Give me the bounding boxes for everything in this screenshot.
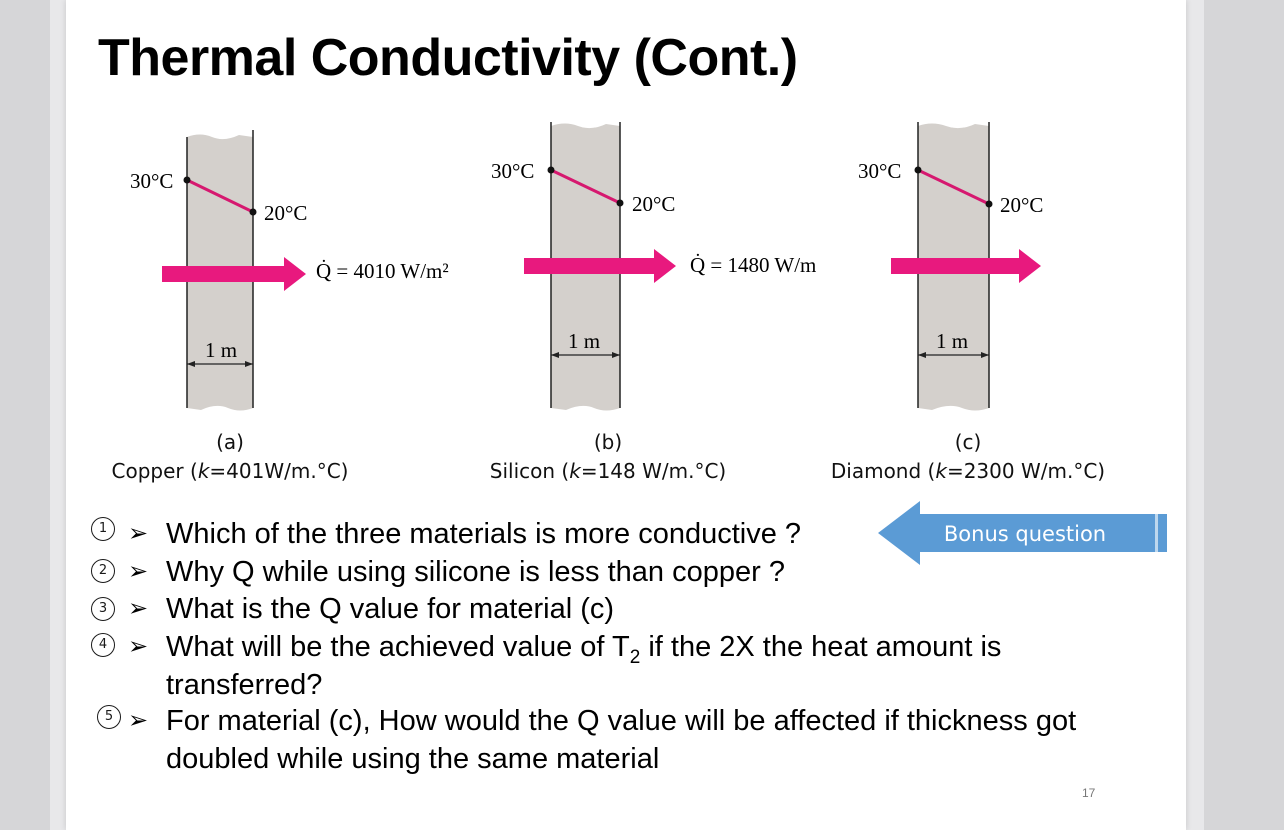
bonus-label: Bonus question — [943, 522, 1107, 546]
thickness-b: 1 m — [568, 329, 600, 353]
question-5-continued: doubled while using the same material — [166, 743, 660, 775]
slide-title: Thermal Conductivity (Cont.) — [98, 29, 798, 87]
figure-c: 30°C 20°C 1 m — [858, 122, 1043, 411]
temp-gradient-c — [917, 168, 990, 206]
k-symbol-c: k — [935, 459, 947, 483]
temp-gradient-b — [550, 168, 621, 205]
left-margin — [0, 0, 50, 830]
question-number-2: 2 — [91, 559, 115, 583]
question-4-continued: transferred? — [166, 669, 323, 701]
question-number-5: 5 — [97, 705, 121, 729]
t-cold-a: 20°C — [264, 201, 307, 225]
bullet-icon: ➢ — [128, 558, 149, 585]
heat-arrow-b — [524, 249, 676, 283]
t-cold-c: 20°C — [1000, 193, 1043, 217]
bullet-icon: ➢ — [128, 520, 149, 547]
question-1: Which of the three materials is more con… — [166, 518, 802, 550]
k-value-b: =148 W/m.°C — [580, 459, 719, 483]
caption-letter-c: (c) — [954, 430, 982, 454]
t-hot-a: 30°C — [130, 169, 173, 193]
question-2: Why Q while using silicone is less than … — [166, 556, 785, 588]
k-value-a: =401W/m.°C — [209, 459, 341, 483]
t-hot-b: 30°C — [491, 159, 534, 183]
material-b: Silicon — [489, 459, 556, 483]
caption-b: (b) Silicon (k=148 W/m.°C) — [476, 428, 740, 486]
t-cold-b: 20°C — [632, 192, 675, 216]
heat-flux-a: Q̇ = 4010 W/m² — [316, 259, 449, 283]
thickness-a: 1 m — [205, 338, 237, 362]
figure-b: 30°C 20°C Q̇ = 1480 W/m 1 m — [491, 122, 816, 411]
figure-a: 30°C 20°C Q̇ = 4010 W/m² 1 m — [130, 130, 449, 411]
caption-letter-a: (a) — [216, 430, 244, 454]
k-symbol-b: k — [569, 459, 581, 483]
k-value-c: =2300 W/m.°C — [946, 459, 1098, 483]
k-symbol-a: k — [197, 459, 210, 483]
question-4: What will be the achieved value of T2 if… — [166, 631, 1002, 668]
caption-a: (a) Copper (k=401W/m.°C) — [111, 430, 349, 483]
bullet-icon: ➢ — [128, 633, 149, 660]
right-margin — [1204, 0, 1284, 830]
heat-arrow-a — [162, 257, 306, 291]
question-5: For material (c), How would the Q value … — [166, 705, 1077, 737]
caption-letter-b: (b) — [593, 430, 623, 454]
bullet-icon: ➢ — [128, 707, 149, 734]
caption-c: (c) Diamond (k=2300 W/m.°C) — [826, 428, 1110, 486]
page-number: 17 — [1082, 786, 1096, 800]
question-number-1: 1 — [91, 517, 115, 541]
temp-gradient-a — [186, 178, 254, 214]
bullet-icon: ➢ — [128, 595, 149, 622]
bonus-callout — [878, 501, 1167, 565]
question-number-4: 4 — [91, 633, 115, 657]
question-3: What is the Q value for material (c) — [166, 593, 615, 625]
material-a: Copper — [111, 459, 184, 483]
heat-flux-b: Q̇ = 1480 W/m — [690, 253, 816, 277]
question-number-3: 3 — [91, 597, 115, 621]
thickness-c: 1 m — [936, 329, 968, 353]
t-hot-c: 30°C — [858, 159, 901, 183]
material-c: Diamond — [830, 459, 922, 483]
heat-arrow-c — [891, 249, 1041, 283]
